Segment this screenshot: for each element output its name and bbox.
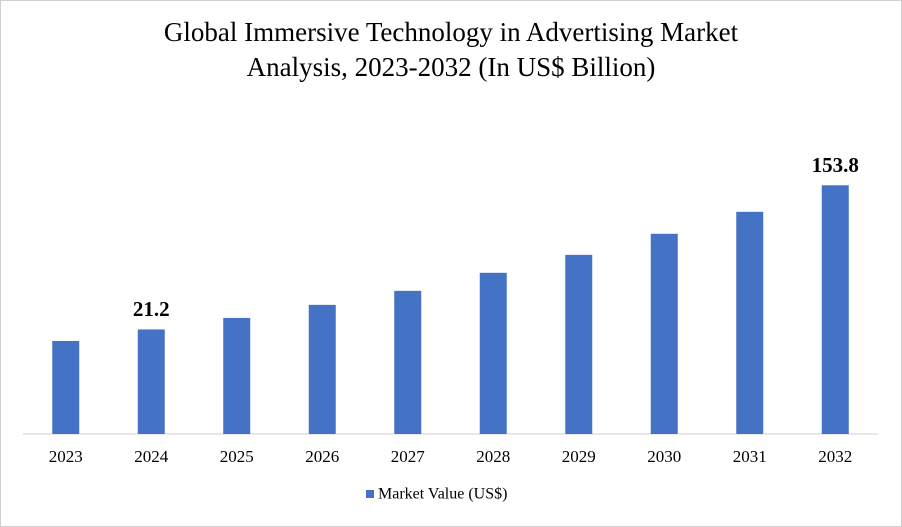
- x-tick-label: 2028: [476, 447, 510, 466]
- bar: [52, 340, 80, 434]
- x-tick-label: 2023: [49, 447, 83, 466]
- bar: [821, 185, 849, 434]
- x-tick-label: 2024: [134, 447, 169, 466]
- legend-swatch: [366, 490, 374, 498]
- bar: [223, 317, 251, 434]
- chart-title: Global Immersive Technology in Advertisi…: [164, 17, 739, 47]
- x-tick-label: 2029: [562, 447, 596, 466]
- x-tick-label: 2031: [733, 447, 767, 466]
- x-tick-label: 2025: [220, 447, 254, 466]
- bar: [736, 211, 764, 434]
- bar: [650, 233, 678, 434]
- x-tick-label: 2027: [391, 447, 426, 466]
- bar: [394, 290, 422, 434]
- bar: [308, 304, 336, 434]
- data-label: 153.8: [812, 153, 859, 177]
- legend-label: Market Value (US$): [378, 486, 507, 503]
- x-tick-label: 2032: [818, 447, 852, 466]
- bar: [137, 329, 165, 434]
- x-tick-label: 2030: [647, 447, 681, 466]
- data-label: 21.2: [133, 297, 170, 321]
- chart-title: Analysis, 2023-2032 (In US$ Billion): [247, 52, 656, 82]
- bar: [479, 272, 507, 434]
- x-tick-label: 2026: [305, 447, 339, 466]
- bar: [565, 254, 593, 434]
